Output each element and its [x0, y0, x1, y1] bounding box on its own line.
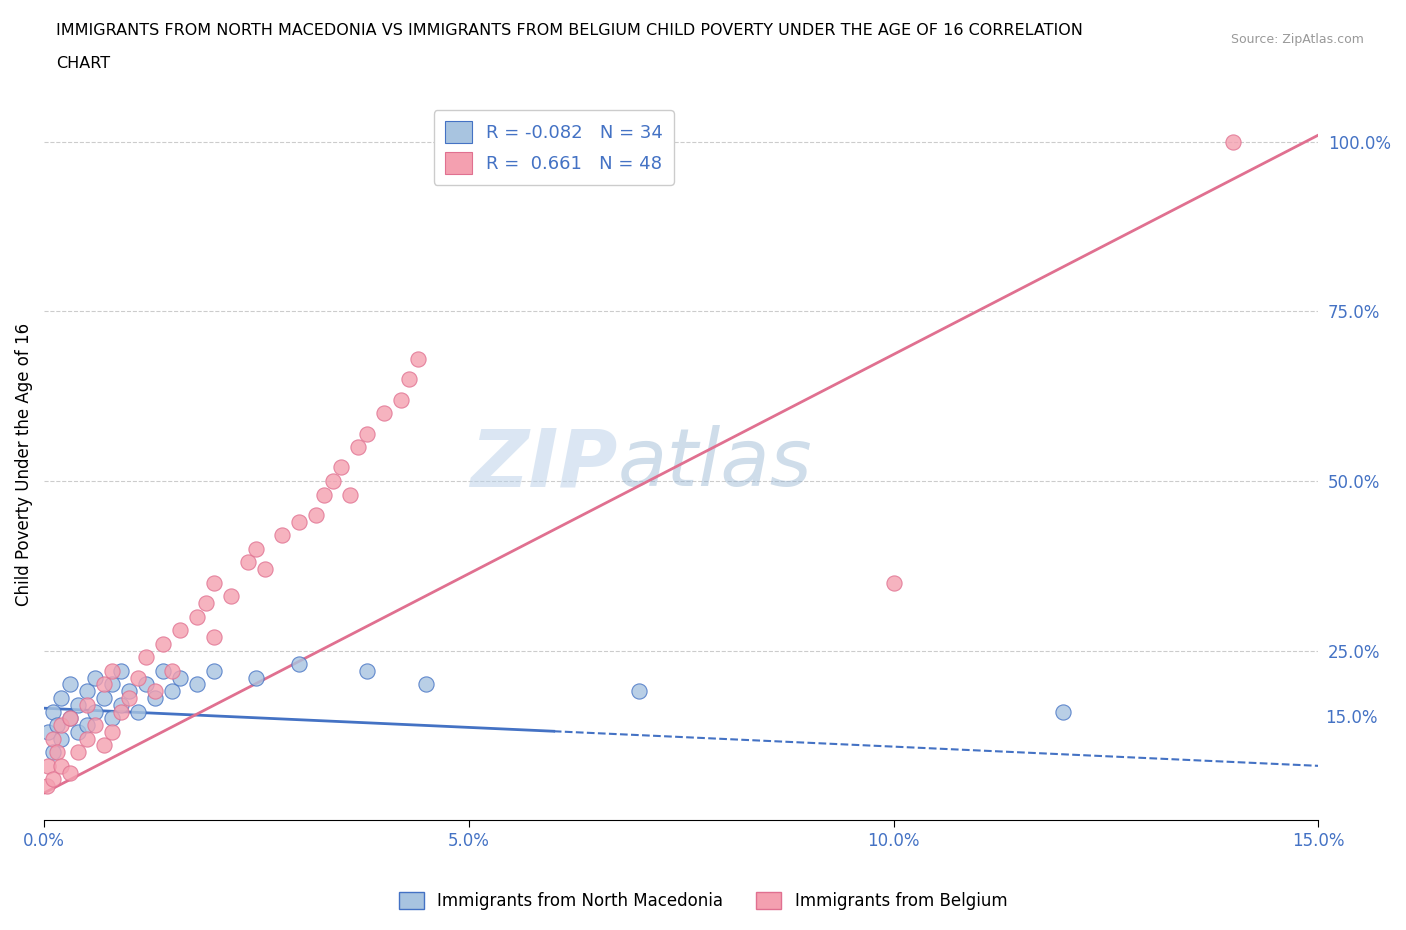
- Point: [118, 684, 141, 698]
- Point: [101, 711, 124, 725]
- Point: [35, 778, 58, 793]
- Point: [415, 677, 437, 692]
- Point: [219, 589, 242, 604]
- Point: [67, 724, 90, 739]
- Point: [1222, 135, 1244, 150]
- Point: [76, 684, 98, 698]
- Point: [152, 663, 174, 678]
- Point: [143, 691, 166, 706]
- Point: [339, 487, 361, 502]
- Text: ZIP: ZIP: [470, 425, 617, 503]
- Point: [202, 630, 225, 644]
- Point: [186, 609, 208, 624]
- Point: [49, 718, 72, 733]
- Point: [41, 704, 63, 719]
- Point: [288, 514, 311, 529]
- Point: [160, 663, 183, 678]
- Point: [76, 698, 98, 712]
- Point: [202, 663, 225, 678]
- Legend: Immigrants from North Macedonia, Immigrants from Belgium: Immigrants from North Macedonia, Immigra…: [392, 885, 1014, 917]
- Point: [58, 765, 80, 780]
- Point: [127, 704, 149, 719]
- Point: [194, 595, 217, 610]
- Point: [330, 460, 353, 475]
- Point: [84, 718, 107, 733]
- Point: [101, 663, 124, 678]
- Text: IMMIGRANTS FROM NORTH MACEDONIA VS IMMIGRANTS FROM BELGIUM CHILD POVERTY UNDER T: IMMIGRANTS FROM NORTH MACEDONIA VS IMMIG…: [56, 23, 1083, 38]
- Point: [373, 405, 395, 420]
- Point: [169, 623, 191, 638]
- Point: [49, 758, 72, 773]
- Point: [406, 352, 429, 366]
- Point: [245, 671, 267, 685]
- Point: [322, 473, 344, 488]
- Point: [627, 684, 650, 698]
- Point: [236, 555, 259, 570]
- Y-axis label: Child Poverty Under the Age of 16: Child Poverty Under the Age of 16: [15, 323, 32, 605]
- Point: [37, 724, 59, 739]
- Point: [245, 541, 267, 556]
- Point: [101, 677, 124, 692]
- Point: [883, 576, 905, 591]
- Point: [347, 440, 370, 455]
- Point: [93, 738, 115, 753]
- Point: [84, 704, 107, 719]
- Point: [110, 704, 132, 719]
- Text: CHART: CHART: [56, 56, 110, 71]
- Point: [253, 562, 276, 577]
- Point: [135, 650, 157, 665]
- Point: [41, 731, 63, 746]
- Point: [314, 487, 336, 502]
- Point: [49, 731, 72, 746]
- Point: [76, 731, 98, 746]
- Text: Source: ZipAtlas.com: Source: ZipAtlas.com: [1230, 33, 1364, 46]
- Point: [101, 724, 124, 739]
- Point: [1052, 704, 1074, 719]
- Point: [41, 772, 63, 787]
- Point: [45, 745, 67, 760]
- Point: [58, 711, 80, 725]
- Point: [186, 677, 208, 692]
- Point: [135, 677, 157, 692]
- Point: [127, 671, 149, 685]
- Point: [93, 677, 115, 692]
- Point: [84, 671, 107, 685]
- Point: [67, 745, 90, 760]
- Point: [305, 508, 328, 523]
- Point: [202, 576, 225, 591]
- Point: [58, 677, 80, 692]
- Point: [169, 671, 191, 685]
- Text: 15.0%: 15.0%: [1326, 710, 1378, 727]
- Point: [143, 684, 166, 698]
- Point: [152, 636, 174, 651]
- Point: [41, 745, 63, 760]
- Point: [160, 684, 183, 698]
- Point: [398, 372, 420, 387]
- Point: [288, 657, 311, 671]
- Point: [58, 711, 80, 725]
- Point: [110, 663, 132, 678]
- Legend: R = -0.082   N = 34, R =  0.661   N = 48: R = -0.082 N = 34, R = 0.661 N = 48: [433, 110, 673, 185]
- Point: [356, 426, 378, 441]
- Point: [118, 691, 141, 706]
- Text: atlas: atlas: [617, 425, 813, 503]
- Point: [67, 698, 90, 712]
- Point: [49, 691, 72, 706]
- Point: [93, 691, 115, 706]
- Point: [76, 718, 98, 733]
- Point: [271, 528, 294, 543]
- Point: [45, 718, 67, 733]
- Point: [37, 758, 59, 773]
- Point: [389, 392, 412, 407]
- Point: [110, 698, 132, 712]
- Point: [356, 663, 378, 678]
